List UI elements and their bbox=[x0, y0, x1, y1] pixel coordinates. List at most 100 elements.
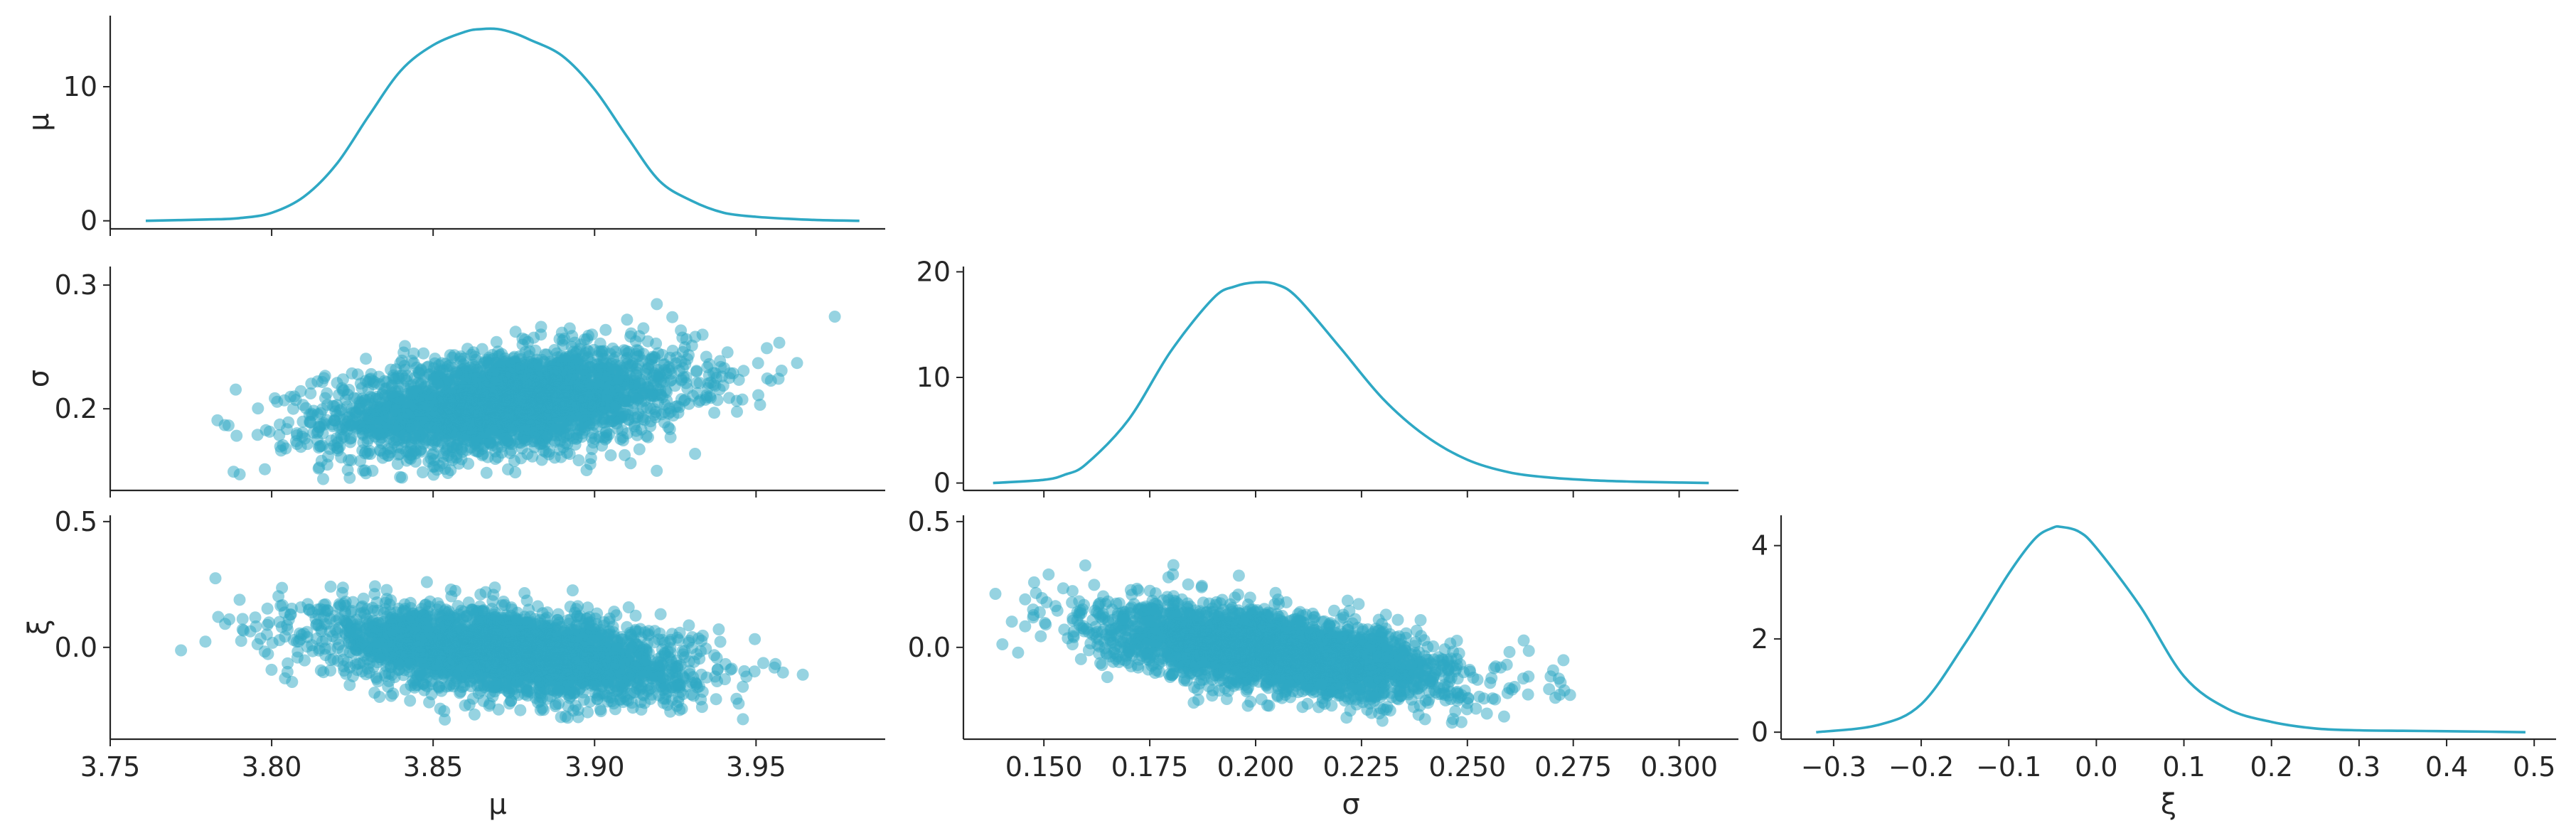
scatter-point bbox=[581, 353, 594, 365]
y-tick-label: 0.2 bbox=[55, 393, 97, 424]
scatter-point bbox=[304, 416, 316, 429]
scatter-point bbox=[526, 450, 539, 463]
scatter-point bbox=[417, 398, 430, 411]
scatter-point bbox=[336, 581, 349, 594]
scatter-point bbox=[500, 436, 513, 448]
scatter-point bbox=[516, 332, 529, 345]
y-axis-label: μ bbox=[23, 113, 55, 131]
scatter-point bbox=[486, 439, 498, 452]
scatter-point bbox=[236, 613, 249, 625]
scatter-point bbox=[540, 446, 552, 458]
scatter-point bbox=[754, 399, 766, 411]
scatter-point bbox=[401, 370, 414, 382]
scatter-point bbox=[304, 387, 317, 399]
scatter-point bbox=[518, 423, 531, 436]
scatter-point bbox=[535, 321, 547, 333]
scatter-point bbox=[422, 455, 435, 468]
scatter-point bbox=[582, 601, 594, 614]
scatter-point bbox=[492, 703, 505, 716]
scatter-point bbox=[570, 419, 582, 431]
scatter-point bbox=[575, 394, 588, 407]
scatter-point bbox=[474, 588, 487, 601]
scatter-point bbox=[343, 679, 356, 692]
scatter-point bbox=[566, 330, 579, 343]
scatter-point bbox=[296, 399, 309, 412]
scatter-point bbox=[346, 418, 359, 430]
scatter-point bbox=[395, 354, 408, 367]
scatter-point bbox=[345, 453, 358, 466]
scatter-point bbox=[230, 383, 242, 396]
scatter-point bbox=[361, 447, 374, 460]
scatter-point bbox=[619, 448, 631, 461]
scatter-point bbox=[301, 438, 314, 451]
scatter-point bbox=[373, 424, 385, 436]
scatter-point bbox=[603, 414, 616, 427]
scatter-point bbox=[410, 361, 423, 374]
scatter-point bbox=[723, 392, 735, 404]
scatter-point bbox=[690, 365, 703, 378]
scatter-point bbox=[689, 330, 702, 343]
scatter-point bbox=[235, 635, 247, 647]
scatter-point bbox=[392, 370, 405, 382]
scatter-point bbox=[619, 345, 632, 358]
scatter-point bbox=[553, 444, 566, 456]
scatter-point bbox=[444, 349, 456, 362]
scatter-point bbox=[406, 387, 419, 400]
scatter-point bbox=[456, 367, 469, 380]
scatter-point bbox=[545, 358, 557, 370]
scatter-point bbox=[509, 466, 522, 479]
scatter-point bbox=[583, 417, 596, 430]
scatter-point bbox=[456, 446, 469, 458]
scatter-point bbox=[262, 616, 275, 629]
scatter-point bbox=[211, 414, 224, 426]
scatter-point bbox=[228, 466, 240, 478]
scatter-point bbox=[599, 323, 612, 336]
scatter-point bbox=[736, 393, 749, 406]
scatter-point bbox=[574, 343, 587, 355]
scatter-point bbox=[212, 611, 225, 623]
scatter-point bbox=[708, 407, 721, 419]
scatter-point bbox=[445, 397, 458, 409]
scatter-point bbox=[469, 350, 481, 363]
scatter-point bbox=[222, 419, 235, 432]
scatter-point bbox=[609, 400, 621, 412]
y-tick-label: 10 bbox=[63, 71, 97, 102]
scatter-point bbox=[534, 376, 547, 389]
scatter-point bbox=[666, 311, 679, 323]
scatter-point bbox=[707, 378, 720, 391]
scatter-point bbox=[588, 397, 601, 409]
scatter-point bbox=[673, 364, 685, 377]
scatter-point bbox=[470, 416, 483, 429]
scatter-points bbox=[211, 298, 841, 485]
scatter-point bbox=[366, 464, 379, 477]
scatter-point bbox=[604, 449, 617, 462]
scatter-point bbox=[515, 358, 528, 370]
scatter-point bbox=[624, 330, 637, 343]
scatter-point bbox=[454, 416, 466, 429]
scatter-point bbox=[271, 395, 284, 408]
scatter-point bbox=[449, 584, 461, 597]
scatter-point bbox=[407, 399, 419, 412]
scatter-point bbox=[752, 389, 764, 402]
kde-line bbox=[993, 281, 1709, 485]
scatter-point bbox=[399, 340, 411, 353]
scatter-point bbox=[689, 448, 702, 460]
scatter-point bbox=[550, 391, 563, 404]
scatter-point bbox=[469, 444, 481, 457]
scatter-point bbox=[427, 373, 440, 385]
scatter-point bbox=[683, 397, 695, 410]
scatter-point bbox=[613, 372, 626, 385]
scatter-point bbox=[582, 361, 595, 374]
scatter-point bbox=[533, 358, 545, 371]
scatter-point bbox=[394, 471, 407, 483]
scatter-point bbox=[651, 464, 663, 477]
scatter-point bbox=[704, 389, 716, 402]
y-tick-label: 10 bbox=[916, 362, 951, 393]
scatter-point bbox=[511, 380, 523, 393]
scatter-point bbox=[326, 399, 339, 412]
scatter-point bbox=[606, 387, 619, 400]
scatter-point bbox=[400, 445, 412, 458]
scatter-point bbox=[541, 429, 554, 442]
scatter-point bbox=[480, 466, 493, 479]
scatter-point bbox=[592, 409, 604, 421]
